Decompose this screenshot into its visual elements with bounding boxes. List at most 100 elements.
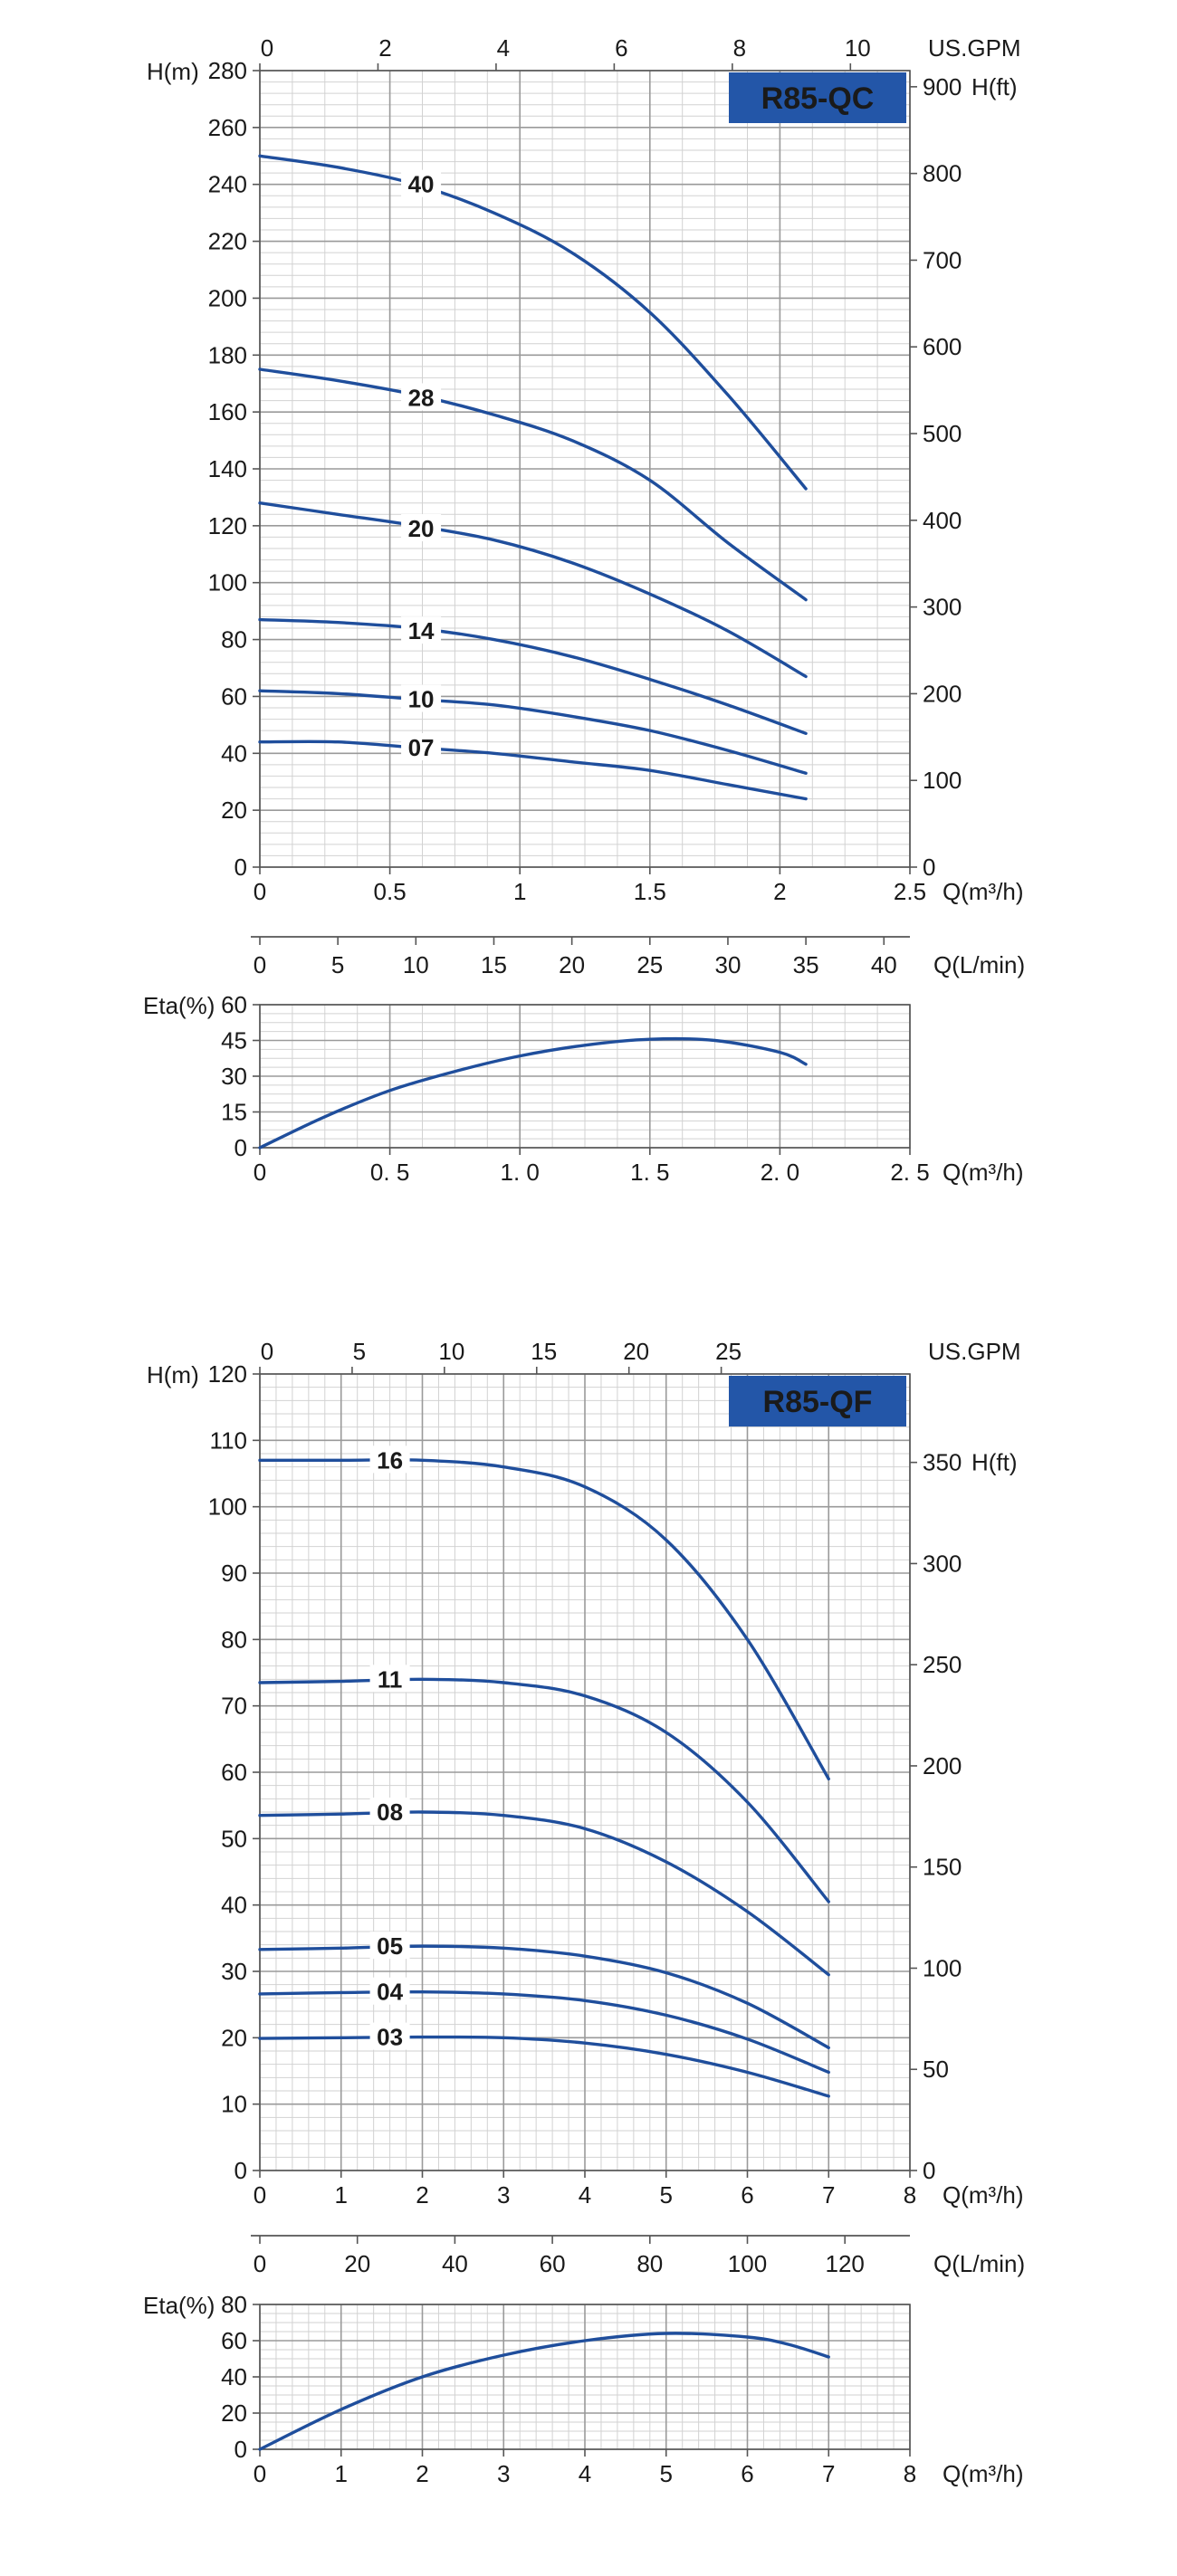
qf-head-x-tick-label: 2 [416,2181,428,2209]
qc-head-curve-28 [258,367,808,602]
qf-eta-y-tick-label: 80 [221,2291,247,2318]
qf-head-right-tick-label: 100 [923,1954,962,1981]
qc-head-right-tick-label: 500 [923,420,962,447]
qf-eta-y-axis-label: Eta(%) [143,2292,215,2319]
qf-lmin-tick-label: 80 [636,2250,663,2277]
qc-head-curve-40 [258,154,808,491]
qc-head-y-tick-label: 280 [208,57,247,84]
qc-head-y-tick-label: 140 [208,455,247,482]
qf-head-top-tick-label: 25 [715,1338,742,1365]
qc-head-curve-label-bg [401,383,442,411]
qf-eta-y-tick-label: 40 [221,2363,247,2390]
qf-head-y-tick-label: 120 [208,1360,247,1388]
qf-head-y-tick-label: 40 [221,1892,247,1919]
chart-r85-qc: 020406080100120140160180200220240260280H… [143,34,1025,1186]
qf-head-curve-04 [258,1989,830,2075]
qc-head-right-tick-label: 800 [923,160,962,187]
qf-head-top-axis-label: US.GPM [928,1338,1021,1365]
qf-eta-x-tick-label: 7 [822,2460,835,2487]
qc-head-curve-label-14: 14 [408,617,435,644]
qc-lmin-tick-label: 15 [481,951,507,978]
qc-head-top-tick-label: 4 [497,34,510,62]
qc-eta-y-tick-label: 15 [221,1099,247,1126]
qc-head-y-tick-label: 180 [208,341,247,368]
qf-head-curve-08 [258,1810,830,1977]
qf-lmin-tick-label: 120 [826,2250,865,2277]
qf-lmin-tick-label: 100 [728,2250,767,2277]
qf-head-y-tick-label: 30 [221,1958,247,1985]
qc-eta-x-tick-label: 1. 0 [501,1159,540,1186]
qf-head-curve-label-bg [369,1445,410,1474]
qc-lmin-tick-label: 40 [871,951,897,978]
qc-head-curve-label-28: 28 [408,384,435,411]
qc-lmin-tick-label: 35 [793,951,819,978]
qf-head-x-tick-label: 4 [579,2181,591,2209]
qf-head-curve-label-05: 05 [377,1932,403,1960]
qc-head-curve-label-07: 07 [408,734,435,761]
qc-title-badge: R85-QC [729,72,906,123]
qc-head-top-tick-label: 2 [378,34,391,62]
qc-head-curve-label-20: 20 [408,515,435,542]
qc-head-x-tick-label: 2 [773,878,786,905]
qc-head-chart: 020406080100120140160180200220240260280H… [147,34,1024,905]
qc-head-curve-label-10: 10 [408,686,435,713]
qc-lmin-tick-label: 30 [714,951,741,978]
qf-title-badge: R85-QF [729,1376,906,1426]
qf-head-right-axis-label: H(ft) [971,1449,1018,1476]
qc-head-y-tick-label: 240 [208,171,247,198]
qc-eta-y-tick-label: 30 [221,1063,247,1090]
qf-head-y-tick-label: 60 [221,1759,247,1786]
qc-eta-curve-eta [258,1036,808,1150]
qc-lmin-tick-label: 20 [559,951,585,978]
qf-head-right-tick-label: 350 [923,1449,962,1476]
qc-head-y-tick-label: 100 [208,569,247,596]
qc-eta-x-tick-label: 2. 5 [890,1159,929,1186]
qc-title-text: R85-QC [761,81,875,116]
qc-lmin-tick-label: 10 [403,951,429,978]
qc-head-right-tick-label: 100 [923,767,962,794]
qf-title-text: R85-QF [763,1385,873,1419]
qf-flow-lmin-axis: 0 20 40 60 80 100 120 Q(L/min) [251,2235,1025,2277]
qf-head-top-tick-label: 0 [261,1338,273,1365]
qf-eta-x-tick-label: 4 [579,2460,591,2487]
qf-head-curve-label-bg [369,1932,410,1960]
qf-head-top-tick-label: 10 [438,1338,464,1365]
qf-head-curve-label-11: 11 [378,1665,403,1693]
qf-head-curve-label-bg [369,2022,410,2050]
qf-head-x-tick-label: 6 [741,2181,753,2209]
qf-head-right-tick-label: 300 [923,1550,962,1577]
qf-eta-x-tick-label: 6 [741,2460,753,2487]
qf-head-y-tick-label: 70 [221,1693,247,1720]
qc-head-y-axis-label: H(m) [147,58,199,85]
qf-head-curve-label-bg [369,1798,410,1825]
qf-lmin-tick-label: 40 [442,2250,468,2277]
qf-head-curve-16 [258,1458,830,1781]
qc-head-top-tick-label: 0 [261,34,273,62]
qf-head-curve-label-16: 16 [377,1446,403,1474]
qf-head-x-tick-label: 8 [904,2181,916,2209]
qf-eta-x-tick-label: 8 [904,2460,916,2487]
qc-head-curve-label-bg [401,616,442,644]
qc-eta-x-axis-label: Q(m³/h) [943,1159,1024,1186]
qf-head-y-tick-label: 50 [221,1825,247,1852]
qf-head-y-tick-label: 0 [234,2157,247,2184]
qc-lmin-axis-label: Q(L/min) [933,951,1025,978]
qf-lmin-axis-label: Q(L/min) [933,2250,1025,2277]
qc-head-y-tick-label: 80 [221,626,247,654]
qf-eta-x-tick-label: 1 [335,2460,348,2487]
qf-head-x-tick-label: 3 [497,2181,510,2209]
qc-head-right-tick-label: 700 [923,246,962,273]
qc-head-top-tick-label: 8 [733,34,746,62]
qc-head-y-tick-label: 220 [208,228,247,255]
qf-head-curve-label-03: 03 [377,2024,403,2051]
qc-head-y-tick-label: 160 [208,398,247,425]
qc-head-y-tick-label: 60 [221,682,247,710]
qf-head-curve-03 [258,2035,830,2098]
qc-head-top-tick-label: 6 [615,34,627,62]
qf-head-y-tick-label: 10 [221,2091,247,2118]
qc-head-curve-label-bg [401,169,442,197]
